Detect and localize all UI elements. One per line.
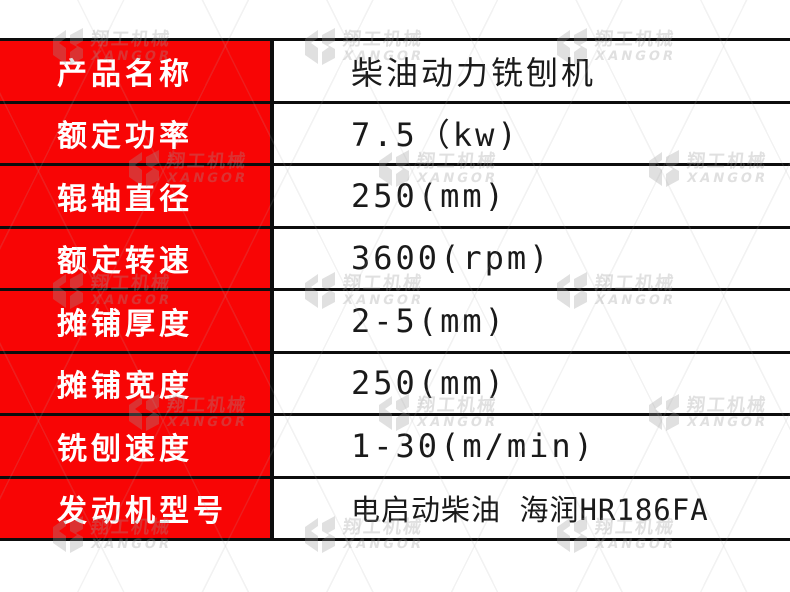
spec-label: 额定功率	[0, 103, 274, 163]
spec-value: 250(mm)	[351, 364, 507, 403]
spec-label: 产品名称	[0, 41, 274, 101]
table-row: 铣刨速度 1-30(m/min)	[0, 416, 790, 479]
spec-label: 额定转速	[0, 228, 274, 288]
spec-value: 250(mm)	[351, 176, 507, 215]
table-row: 摊铺厚度 2-5(mm)	[0, 291, 790, 354]
table-row: 摊铺宽度 250(mm)	[0, 353, 790, 416]
spec-value: 2-5(mm)	[351, 301, 507, 340]
spec-table: 产品名称 柴油动力铣刨机额定功率 7.5（kw) 辊轴直径 250(mm) 额定转速 360…	[0, 38, 790, 541]
table-row: 辊轴直径 250(mm)	[0, 166, 790, 229]
spec-label: 辊轴直径	[0, 166, 274, 226]
spec-value: 电启动柴油 海润HR186FA	[351, 493, 709, 528]
table-row: 产品名称 柴油动力铣刨机	[0, 41, 790, 104]
spec-label: 摊铺宽度	[0, 353, 274, 413]
spec-value: 柴油动力铣刨机	[351, 53, 597, 92]
spec-label: 铣刨速度	[0, 416, 274, 476]
spec-label: 摊铺厚度	[0, 291, 274, 351]
table-row: 额定转速 3600(rpm)	[0, 228, 790, 291]
spec-value: 3600(rpm)	[351, 239, 552, 278]
spec-value: 1-30(m/min)	[351, 426, 596, 465]
spec-value: 7.5（kw)	[351, 116, 520, 155]
spec-label: 发动机型号	[0, 478, 274, 538]
table-row: 发动机型号 电启动柴油 海润HR186FA	[0, 478, 790, 541]
table-row: 额定功率 7.5（kw)	[0, 103, 790, 166]
